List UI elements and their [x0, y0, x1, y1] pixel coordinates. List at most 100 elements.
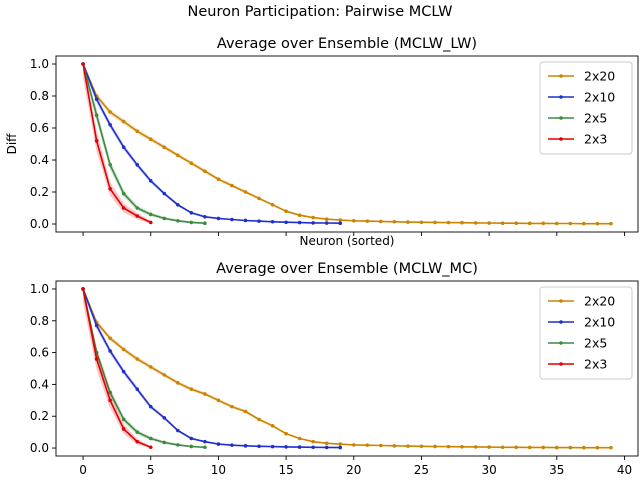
series-band	[83, 289, 611, 448]
data-point	[447, 221, 451, 225]
data-point	[176, 443, 180, 447]
series-2x20	[81, 287, 612, 449]
data-point	[95, 97, 99, 101]
y-tick-label: 0.0	[30, 441, 49, 455]
data-point	[95, 139, 99, 143]
data-point	[162, 373, 166, 377]
data-point	[569, 222, 573, 226]
data-point	[230, 443, 234, 447]
data-point	[122, 145, 126, 149]
legend-label: 2x5	[584, 111, 607, 126]
data-point	[149, 221, 153, 225]
data-point	[338, 442, 342, 446]
data-point	[284, 220, 288, 224]
data-point	[122, 427, 126, 431]
data-point	[135, 430, 139, 434]
data-point	[420, 444, 424, 448]
legend: 2x20 2x10 2x5 2x3	[540, 62, 632, 154]
chart-title: Average over Ensemble (MCLW_LW)	[217, 36, 477, 52]
data-point	[514, 445, 518, 449]
data-point	[311, 440, 315, 444]
data-point	[298, 213, 302, 217]
data-point	[122, 370, 126, 374]
data-point	[122, 418, 126, 422]
data-point	[135, 214, 139, 218]
x-tick-label: 30	[481, 463, 496, 477]
data-point	[190, 437, 194, 441]
legend-swatch-marker	[559, 320, 563, 324]
data-point	[135, 357, 139, 361]
data-point	[596, 222, 600, 226]
data-point	[149, 213, 153, 217]
x-tick-label: 5	[147, 463, 155, 477]
data-point	[149, 365, 153, 369]
y-tick-label: 1.0	[30, 57, 49, 71]
data-point	[162, 217, 166, 221]
data-point	[474, 445, 478, 449]
data-point	[162, 416, 166, 420]
data-point	[609, 446, 613, 450]
legend-label: 2x10	[584, 90, 615, 105]
x-tick-label: 35	[549, 463, 564, 477]
data-point	[203, 392, 207, 396]
x-tick-label: 15	[278, 463, 293, 477]
data-point	[149, 405, 153, 409]
data-point	[176, 429, 180, 433]
data-point	[108, 187, 112, 191]
data-point	[230, 218, 234, 222]
data-point	[311, 216, 315, 220]
data-point	[190, 211, 194, 215]
data-point	[244, 190, 248, 194]
data-point	[176, 203, 180, 207]
legend-label: 2x3	[584, 132, 607, 147]
data-point	[149, 437, 153, 441]
data-point	[271, 424, 275, 428]
data-point	[203, 215, 207, 219]
legend-swatch-marker	[559, 299, 563, 303]
data-point	[460, 445, 464, 449]
data-point	[298, 221, 302, 225]
data-point	[108, 349, 112, 353]
data-point	[122, 120, 126, 124]
x-axis-label: Neuron (sorted)	[300, 234, 395, 248]
data-point	[406, 444, 410, 448]
data-point	[122, 206, 126, 210]
chart-panel-2: Average over Ensemble (MCLW_MC) 0.0 0.2 0.4…	[30, 261, 638, 477]
data-point	[393, 444, 397, 448]
y-axis-label: Diff	[5, 133, 19, 155]
y-tick-label: 0.0	[30, 217, 49, 231]
data-point	[217, 442, 221, 446]
data-point	[325, 441, 329, 445]
y-tick-label: 0.6	[30, 121, 49, 135]
data-point	[122, 192, 126, 196]
data-point	[135, 440, 139, 444]
data-point	[135, 387, 139, 391]
y-tick-label: 0.2	[30, 185, 49, 199]
data-point	[284, 445, 288, 449]
data-point	[244, 444, 248, 448]
legend-label: 2x3	[584, 357, 607, 372]
legend-swatch-marker	[559, 116, 563, 120]
y-tick-label: 1.0	[30, 282, 49, 296]
legend-label: 2x20	[584, 294, 615, 309]
legend-swatch-marker	[559, 341, 563, 345]
data-point	[447, 445, 451, 449]
data-point	[325, 446, 329, 450]
data-point	[474, 221, 478, 225]
data-point	[487, 221, 491, 225]
data-point	[366, 443, 370, 447]
x-tick-label: 10	[211, 463, 226, 477]
legend-label: 2x20	[584, 69, 615, 84]
data-point	[352, 443, 356, 447]
data-point	[338, 218, 342, 222]
data-point	[190, 445, 194, 449]
x-tick-label: 0	[79, 463, 87, 477]
data-point	[203, 221, 207, 225]
y-tick-label: 0.6	[30, 346, 49, 360]
data-point	[338, 446, 342, 450]
data-point	[271, 445, 275, 449]
data-point	[298, 445, 302, 449]
legend-label: 2x10	[584, 315, 615, 330]
data-point	[514, 221, 518, 225]
